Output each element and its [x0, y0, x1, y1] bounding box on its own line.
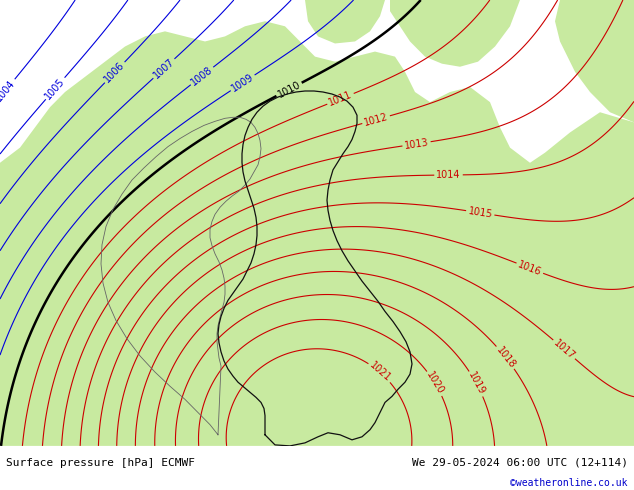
Text: 1010: 1010 [276, 79, 302, 99]
Text: 1009: 1009 [230, 72, 256, 94]
Polygon shape [555, 0, 634, 122]
Text: 1018: 1018 [494, 345, 517, 370]
Text: 1006: 1006 [103, 60, 127, 85]
Text: Surface pressure [hPa] ECMWF: Surface pressure [hPa] ECMWF [6, 458, 195, 467]
Text: 1013: 1013 [404, 137, 429, 150]
Text: 1005: 1005 [43, 76, 67, 101]
Polygon shape [390, 0, 520, 67]
Polygon shape [305, 0, 385, 44]
Text: ©weatheronline.co.uk: ©weatheronline.co.uk [510, 478, 628, 489]
Text: 1015: 1015 [467, 206, 493, 220]
Text: 1017: 1017 [552, 338, 577, 361]
Text: 1007: 1007 [152, 56, 176, 80]
Text: 1020: 1020 [424, 370, 446, 396]
Text: 1011: 1011 [327, 90, 354, 108]
Text: 1008: 1008 [190, 65, 215, 87]
Text: 1004: 1004 [0, 77, 17, 103]
Text: 1019: 1019 [466, 370, 487, 397]
Text: We 29-05-2024 06:00 UTC (12+114): We 29-05-2024 06:00 UTC (12+114) [411, 458, 628, 467]
Polygon shape [0, 21, 634, 446]
Text: 1016: 1016 [517, 259, 543, 277]
Text: 1021: 1021 [367, 361, 392, 384]
Text: 1014: 1014 [436, 170, 461, 180]
Text: 1012: 1012 [363, 112, 389, 128]
